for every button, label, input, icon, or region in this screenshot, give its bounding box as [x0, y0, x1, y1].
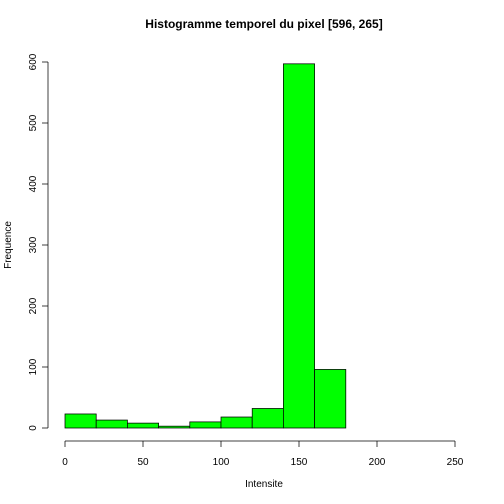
histogram-bar-4 — [189, 421, 222, 429]
x-axis: 0 50 100 150 200 250 — [62, 440, 464, 468]
x-tick-label: 50 — [137, 457, 149, 468]
y-tick-label: 100 — [28, 358, 39, 375]
x-tick-label: 200 — [369, 457, 386, 468]
histogram-bar-8 — [314, 369, 347, 429]
histogram-bar-3 — [158, 425, 191, 429]
y-tick-label: 0 — [28, 425, 39, 431]
y-tick-label: 600 — [28, 53, 39, 70]
histogram-bar-1 — [95, 419, 128, 429]
bars — [64, 63, 347, 429]
histogram-bar-0 — [64, 413, 97, 429]
histogram-bar-2 — [127, 422, 159, 429]
x-tick-label: 0 — [62, 457, 68, 468]
y-tick-label: 500 — [28, 114, 39, 131]
histogram-bar-7 — [283, 63, 315, 429]
y-tick-label: 200 — [28, 297, 39, 314]
histogram-bar-6 — [251, 408, 284, 429]
y-axis: 0 100 200 300 400 500 600 — [28, 53, 49, 431]
x-tick-label: 250 — [447, 457, 464, 468]
histogram-bar-5 — [220, 416, 253, 429]
y-tick-label: 300 — [28, 236, 39, 253]
x-axis-title: Intensite — [245, 479, 283, 490]
chart-title: Histogramme temporel du pixel [596, 265] — [145, 17, 382, 31]
x-tick-label: 150 — [291, 457, 308, 468]
x-tick-label: 100 — [213, 457, 230, 468]
y-tick-label: 400 — [28, 175, 39, 192]
y-axis-title: Frequence — [3, 221, 14, 269]
